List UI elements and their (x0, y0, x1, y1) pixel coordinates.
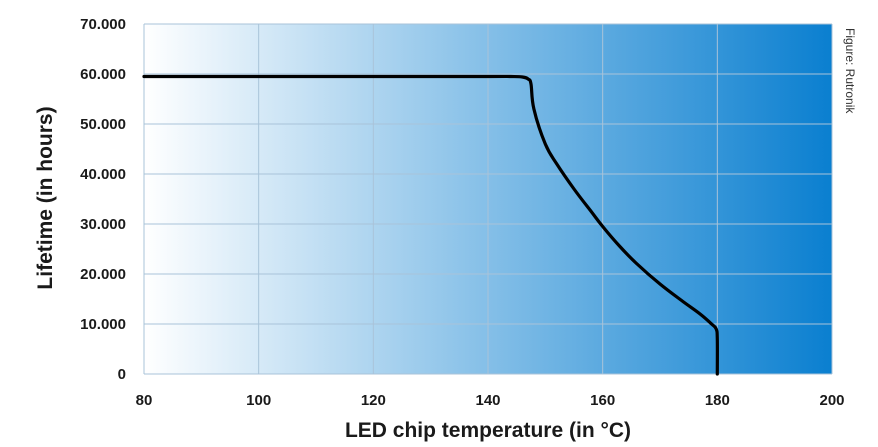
y-tick-label: 10.000 (80, 316, 126, 333)
lifetime-series-line (142, 74, 719, 376)
y-axis-title: Lifetime (in hours) (34, 106, 57, 289)
x-axis-title: LED chip temperature (in °C) (345, 419, 631, 442)
x-tick-label: 140 (475, 392, 500, 409)
y-tick-label: 20.000 (80, 266, 126, 283)
figure-credit: Figure: Rutronik (843, 28, 857, 114)
y-tick-label: 0 (118, 366, 126, 383)
x-axis-ticks: 80 100 120 140 160 180 200 (136, 392, 845, 409)
y-tick-label: 60.000 (80, 66, 126, 83)
x-tick-label: 80 (136, 392, 153, 409)
x-tick-label: 100 (246, 392, 271, 409)
x-tick-label: 120 (361, 392, 386, 409)
y-tick-label: 30.000 (80, 216, 126, 233)
grid-lines (143, 23, 833, 375)
y-axis-ticks: 0 10.000 20.000 30.000 40.000 50.000 60.000 70.… (80, 16, 126, 383)
y-tick-label: 70.000 (80, 16, 126, 33)
x-tick-label: 180 (705, 392, 730, 409)
x-tick-label: 160 (590, 392, 615, 409)
y-tick-label: 40.000 (80, 166, 126, 183)
y-tick-label: 50.000 (80, 116, 126, 133)
x-tick-label: 200 (819, 392, 844, 409)
